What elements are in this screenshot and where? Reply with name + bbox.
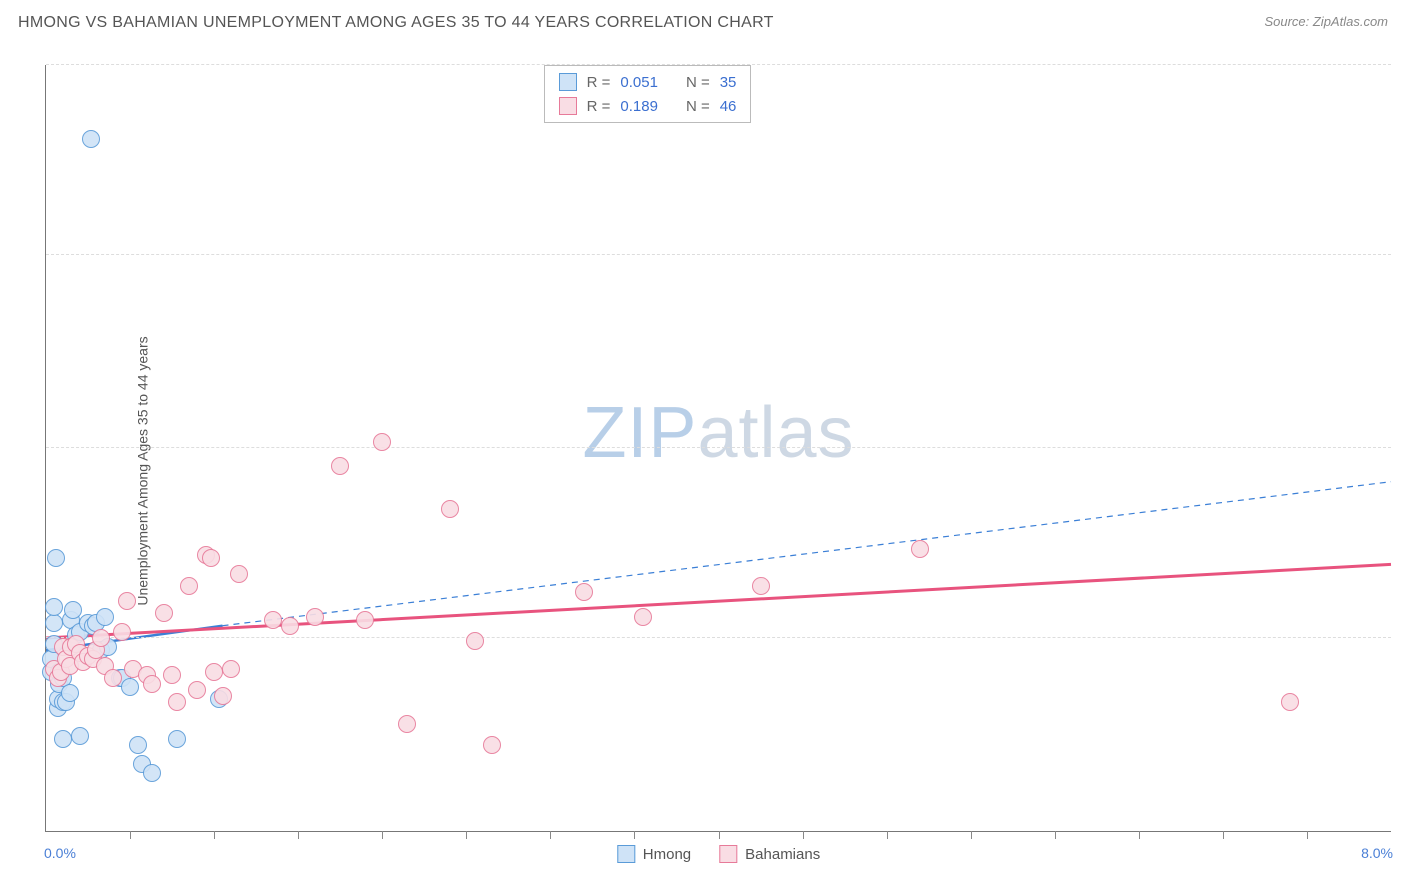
gridline [46,447,1391,448]
data-point [752,577,770,595]
legend-stats-row: R = 0.189 N = 46 [545,94,751,118]
x-tick [971,831,972,839]
data-point [168,693,186,711]
x-axis-max-label: 8.0% [1361,845,1393,861]
data-point [356,611,374,629]
legend-swatch [559,97,577,115]
data-point [163,666,181,684]
data-point [205,663,223,681]
data-point [202,549,220,567]
x-tick [130,831,131,839]
stat-n-label: N = [686,98,710,115]
data-point [61,684,79,702]
data-point [118,592,136,610]
x-tick [298,831,299,839]
legend-label: Bahamians [745,846,820,863]
y-tick-label: 12.5% [1399,424,1406,440]
trend-lines [46,65,1391,831]
gridline [46,637,1391,638]
x-axis-min-label: 0.0% [44,845,76,861]
data-point [373,433,391,451]
data-point [575,583,593,601]
x-tick [634,831,635,839]
x-tick [550,831,551,839]
chart-source: Source: ZipAtlas.com [1264,14,1388,29]
x-tick [1307,831,1308,839]
legend-bottom: Hmong Bahamians [617,845,820,863]
legend-label: Hmong [643,846,691,863]
watermark-bold: ZIP [582,393,697,473]
data-point [222,660,240,678]
data-point [306,608,324,626]
chart-title: HMONG VS BAHAMIAN UNEMPLOYMENT AMONG AGE… [18,14,774,31]
data-point [1281,693,1299,711]
data-point [54,730,72,748]
x-tick [719,831,720,839]
data-point [466,632,484,650]
data-point [92,629,110,647]
data-point [143,675,161,693]
data-point [398,715,416,733]
data-point [180,577,198,595]
x-tick [1055,831,1056,839]
x-tick [1223,831,1224,839]
x-tick [466,831,467,839]
legend-stats-row: R = 0.051 N = 35 [545,70,751,94]
stat-n-value: 46 [720,98,737,115]
watermark-light: atlas [697,393,854,473]
chart-wrap: Unemployment Among Ages 35 to 44 years Z… [0,50,1406,892]
stat-r-value: 0.189 [620,98,658,115]
y-tick-label: 18.8% [1399,231,1406,247]
data-point [143,764,161,782]
legend-swatch [559,73,577,91]
legend-stats-box: R = 0.051 N = 35 R = 0.189 N = 46 [544,65,752,123]
x-tick [1139,831,1140,839]
data-point [113,623,131,641]
x-tick [382,831,383,839]
data-point [155,604,173,622]
chart-header: HMONG VS BAHAMIAN UNEMPLOYMENT AMONG AGE… [0,0,1406,50]
data-point [45,598,63,616]
data-point [96,608,114,626]
legend-item: Hmong [617,845,691,863]
data-point [188,681,206,699]
data-point [214,687,232,705]
data-point [104,669,122,687]
data-point [483,736,501,754]
data-point [82,130,100,148]
legend-item: Bahamians [719,845,820,863]
data-point [634,608,652,626]
gridline [46,254,1391,255]
data-point [71,727,89,745]
stat-r-label: R = [587,74,611,91]
y-tick-label: 25.0% [1399,41,1406,57]
legend-swatch [617,845,635,863]
data-point [331,457,349,475]
data-point [230,565,248,583]
data-point [64,601,82,619]
stat-r-label: R = [587,98,611,115]
data-point [47,549,65,567]
legend-swatch [719,845,737,863]
data-point [264,611,282,629]
stat-n-label: N = [686,74,710,91]
data-point [441,500,459,518]
data-point [121,678,139,696]
x-tick [214,831,215,839]
gridline [46,64,1391,65]
data-point [168,730,186,748]
y-tick-label: 6.3% [1399,614,1406,630]
data-point [281,617,299,635]
x-tick [887,831,888,839]
plot-area: ZIPatlas R =0.051N =35R =0.189N =46 0.0%… [45,65,1391,832]
data-point [911,540,929,558]
data-point [45,614,63,632]
x-tick [803,831,804,839]
data-point [129,736,147,754]
watermark: ZIPatlas [582,392,854,474]
stat-n-value: 35 [720,74,737,91]
stat-r-value: 0.051 [620,74,658,91]
